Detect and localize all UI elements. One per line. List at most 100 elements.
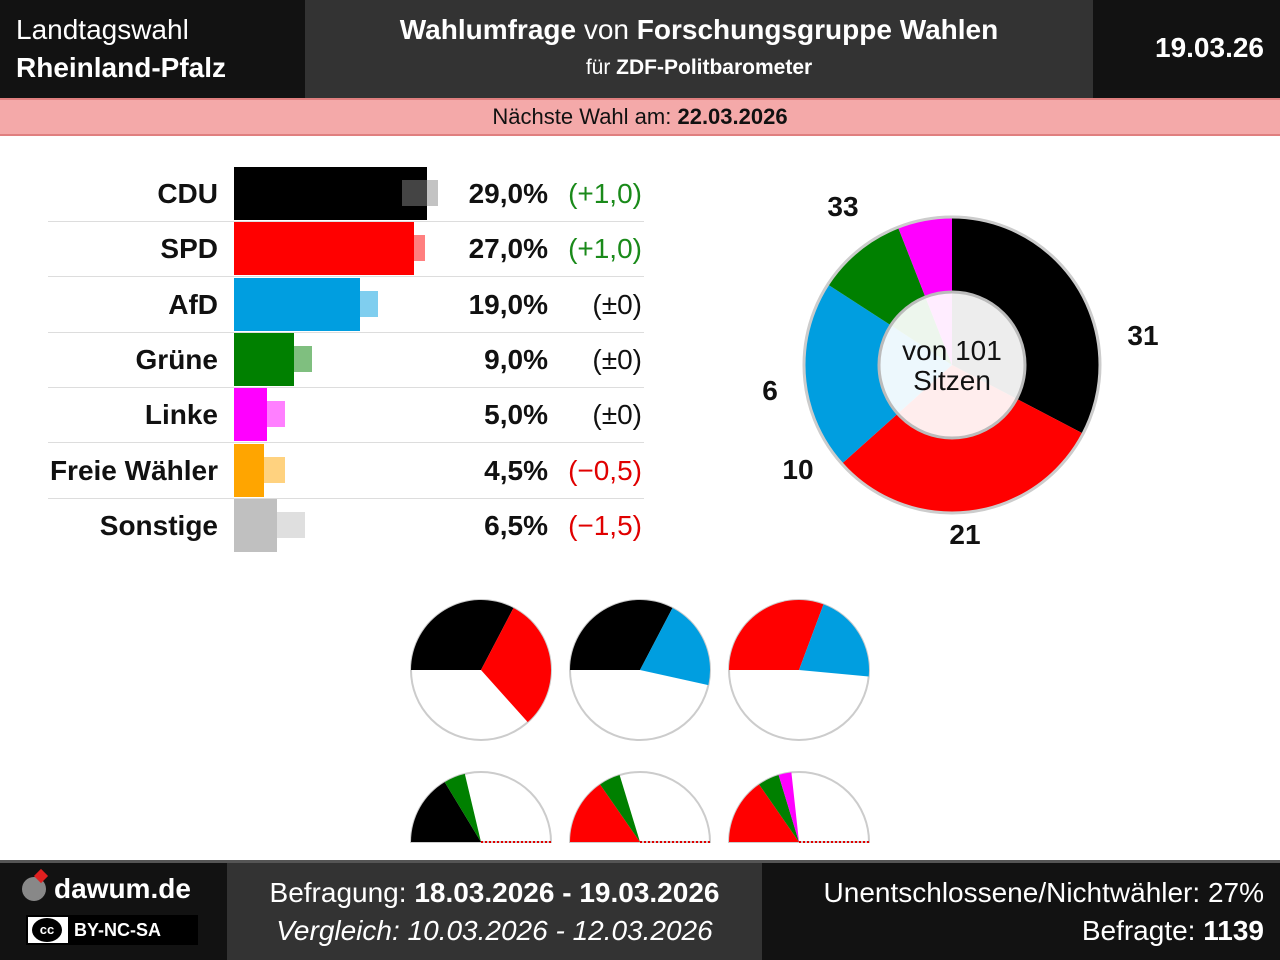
coalition-segment <box>411 600 514 670</box>
previous-value-marker <box>249 456 286 483</box>
creative-commons-icon: cc <box>32 918 62 942</box>
header-title-block: Wahlumfrage von Forschungsgruppe Wahlen … <box>305 0 1093 98</box>
previous-value-marker <box>269 511 306 538</box>
dawum-logo-icon <box>22 877 46 901</box>
coalition-chart <box>410 599 552 741</box>
bar-row: SPD 27,0% (+1,0) <box>48 222 644 278</box>
change-label: (+1,0) <box>568 178 642 209</box>
title-connector: von <box>583 14 630 45</box>
seat-segment <box>804 284 952 464</box>
bar-row: Sonstige 6,5% (−1,5) <box>48 498 644 554</box>
coalition-segment <box>729 600 824 670</box>
title-poll: Wahlumfrage <box>399 14 577 45</box>
poll-date: 19.03.26 <box>1155 32 1264 63</box>
change-label: (±0) <box>592 399 642 431</box>
party-label: Freie Wähler <box>49 454 218 486</box>
party-label: Grüne <box>135 343 218 375</box>
subtitle-prefix: für <box>585 56 611 79</box>
value-label: 29,0% <box>468 178 548 209</box>
site-logo[interactable]: dawum.de <box>22 873 191 905</box>
header: Landtagswahl Rheinland-Pfalz Wahlumfrage… <box>0 0 1280 98</box>
coalition-chart <box>728 599 870 741</box>
page-subtitle: für ZDF-Politbarometer <box>305 56 1093 80</box>
bar-row: CDU 29,0% (+1,0) <box>48 167 644 222</box>
footer-survey-info: Befragung: 18.03.2026 - 19.03.2026 Vergl… <box>227 863 762 960</box>
bar-row: Freie Wähler 4,5% (−0,5) <box>48 443 644 499</box>
election-type: Landtagswahl <box>16 14 189 45</box>
value-label: 19,0% <box>468 288 548 320</box>
seat-count-label: 33 <box>827 191 858 222</box>
donut-outline <box>802 215 1102 515</box>
party-label: Sonstige <box>99 509 218 541</box>
change-label: (±0) <box>592 343 642 375</box>
bar-row: Linke 5,0% (±0) <box>48 388 644 444</box>
party-label: Linke <box>144 399 218 431</box>
coalition-segment <box>570 600 673 670</box>
value-label: 6,5% <box>484 509 548 541</box>
next-election-label: Nächste Wahl am: <box>492 104 672 129</box>
survey-period: Befragung: 18.03.2026 - 19.03.2026 <box>227 877 762 909</box>
coalition-chart <box>569 599 711 741</box>
seat-count-label: 21 <box>949 519 980 550</box>
coalition-chart <box>727 771 871 843</box>
compare-label: Vergleich: <box>276 915 400 946</box>
license-text: BY-NC-SA <box>68 917 196 943</box>
party-label: SPD <box>160 233 218 265</box>
previous-value-marker <box>402 180 439 206</box>
coalition-segment <box>799 604 869 677</box>
coalition-charts <box>409 599 871 843</box>
license-badge[interactable]: cc BY-NC-SA <box>26 915 198 945</box>
next-election-date: 22.03.2026 <box>677 104 788 129</box>
survey-label: Befragung: <box>269 877 407 908</box>
compare-dates: 10.03.2026 - 12.03.2026 <box>407 915 713 946</box>
header-date-block: 19.03.26 <box>1093 0 1280 98</box>
respondents-value: 1139 <box>1203 915 1264 946</box>
previous-value-marker <box>342 290 379 317</box>
seat-count-label: 31 <box>1127 320 1158 351</box>
footer: dawum.de cc BY-NC-SA Befragung: 18.03.20… <box>0 860 1280 960</box>
coalition-segment <box>759 775 799 842</box>
title-institute: Forschungsgruppe Wahlen <box>636 14 999 45</box>
site-name: dawum.de <box>54 873 191 904</box>
election-region: Rheinland-Pfalz <box>16 52 227 83</box>
undecided-value: 27% <box>1207 877 1264 908</box>
bar-row: Grüne 9,0% (±0) <box>48 332 644 388</box>
party-label: CDU <box>157 178 218 209</box>
center-label-line1: von 101 <box>902 335 1002 366</box>
bar <box>234 167 428 220</box>
survey-dates: 18.03.2026 - 19.03.2026 <box>414 877 720 908</box>
change-label: (−0,5) <box>568 454 642 486</box>
bar <box>234 277 361 331</box>
coalition-segment <box>640 607 710 686</box>
coalition-segment <box>444 773 481 842</box>
coalition-segment <box>600 775 640 842</box>
change-label: (−1,5) <box>568 509 642 541</box>
seat-count-label: 10 <box>782 454 813 485</box>
undecided-label: Unentschlossene/Nichtwähler: <box>823 877 1201 908</box>
change-label: (±0) <box>592 288 642 320</box>
compare-period: Vergleich: 10.03.2026 - 12.03.2026 <box>227 915 762 947</box>
coalition-segment <box>411 782 481 842</box>
respondents-label: Befragte: <box>1081 915 1196 946</box>
footer-brand: dawum.de cc BY-NC-SA <box>0 863 227 960</box>
value-label: 4,5% <box>484 454 548 486</box>
previous-value-marker <box>249 401 286 428</box>
coalition-segment <box>570 784 640 842</box>
value-label: 9,0% <box>484 343 548 375</box>
header-region: Landtagswahl Rheinland-Pfalz <box>0 0 305 98</box>
donut-center <box>877 290 1027 440</box>
seat-count-label: 6 <box>762 375 778 406</box>
coalition-segment <box>778 772 799 842</box>
subtitle-client: ZDF-Politbarometer <box>616 56 813 79</box>
previous-value-marker <box>275 345 312 372</box>
center-label-line2: Sitzen <box>913 365 991 396</box>
next-election-bar: Nächste Wahl am: 22.03.2026 <box>0 98 1280 136</box>
footer-stats: Unentschlossene/Nichtwähler: 27% Befragt… <box>762 863 1280 960</box>
value-label: 5,0% <box>484 399 548 431</box>
change-label: (+1,0) <box>568 233 642 265</box>
coalition-segment <box>729 784 799 842</box>
seat-segment <box>841 365 1084 513</box>
coalition-chart <box>568 771 712 843</box>
value-label: 27,0% <box>468 233 548 265</box>
